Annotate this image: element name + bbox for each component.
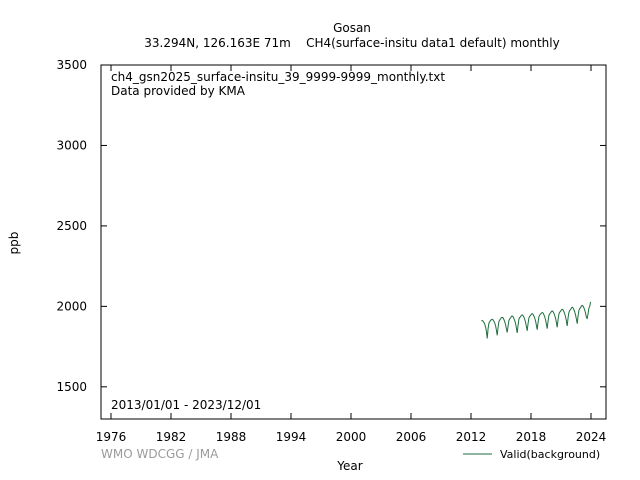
annotation-file: ch4_gsn2025_surface-insitu_39_9999-9999_… bbox=[111, 70, 445, 84]
x-tick-label: 1982 bbox=[156, 430, 187, 444]
x-tick-label: 2024 bbox=[576, 430, 607, 444]
x-axis: 1976 1982 1988 1994 2000 2006 2012 2018 2024 bbox=[96, 65, 607, 444]
chart-title: Gosan bbox=[333, 21, 371, 35]
y-tick-label: 3000 bbox=[56, 138, 87, 152]
x-tick-label: 1994 bbox=[276, 430, 307, 444]
x-tick-label: 2018 bbox=[516, 430, 547, 444]
x-tick-label: 2006 bbox=[396, 430, 427, 444]
credit-label: WMO WDCGG / JMA bbox=[101, 447, 219, 461]
x-axis-label: Year bbox=[336, 459, 362, 473]
x-tick-label: 2012 bbox=[456, 430, 487, 444]
x-tick-label: 2000 bbox=[336, 430, 367, 444]
series-line-valid-background bbox=[481, 301, 592, 339]
annotation-provider: Data provided by KMA bbox=[111, 84, 246, 98]
y-tick-label: 3500 bbox=[56, 58, 87, 72]
x-tick-label: 1988 bbox=[216, 430, 247, 444]
chart-subtitle: 33.294N, 126.163E 71m CH4(surface-insitu… bbox=[144, 36, 559, 50]
y-tick-label: 1500 bbox=[56, 380, 87, 394]
legend: Valid(background) bbox=[463, 448, 600, 461]
y-tick-label: 2000 bbox=[56, 299, 87, 313]
y-axis: 1500 2000 2500 3000 3500 bbox=[56, 58, 606, 394]
x-tick-label: 1976 bbox=[96, 430, 127, 444]
date-range-label: 2013/01/01 - 2023/12/01 bbox=[111, 398, 261, 412]
y-axis-label: ppb bbox=[7, 232, 21, 255]
legend-entry-valid-background: Valid(background) bbox=[500, 448, 600, 461]
plot-area-frame bbox=[100, 64, 607, 420]
series-group bbox=[481, 301, 592, 339]
y-tick-label: 2500 bbox=[56, 219, 87, 233]
